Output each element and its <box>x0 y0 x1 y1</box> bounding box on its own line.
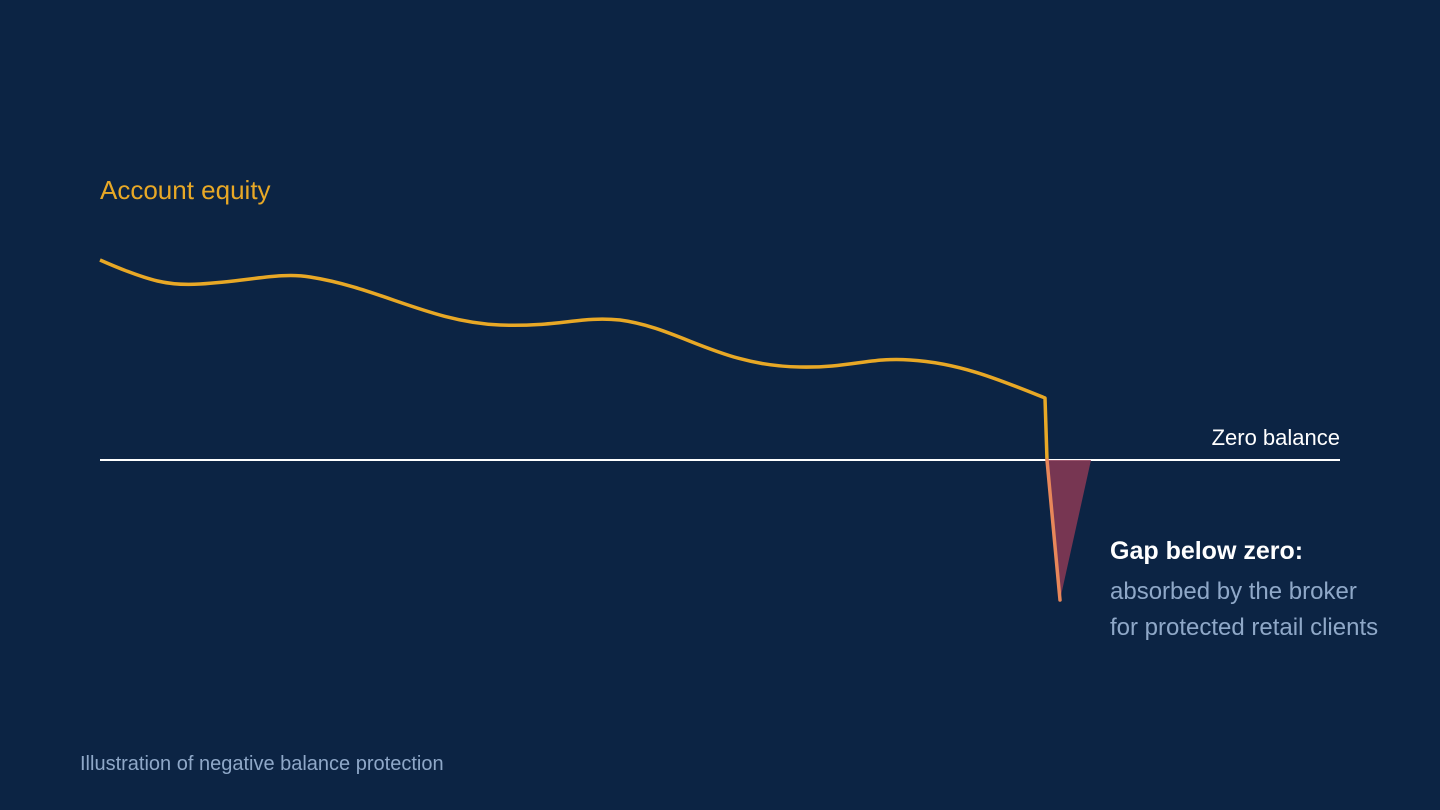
zero-line-label: Zero balance <box>1212 425 1340 450</box>
equity-drop <box>1045 458 1062 602</box>
series-label: Account equity <box>100 175 271 205</box>
caption: Illustration of negative balance protect… <box>80 753 444 775</box>
gap-description: for protected retail clients <box>1110 614 1378 641</box>
gap-title: Gap below zero: <box>1110 537 1303 565</box>
equity-line <box>99 258 1049 461</box>
gap-description: absorbed by the broker <box>1110 578 1357 605</box>
